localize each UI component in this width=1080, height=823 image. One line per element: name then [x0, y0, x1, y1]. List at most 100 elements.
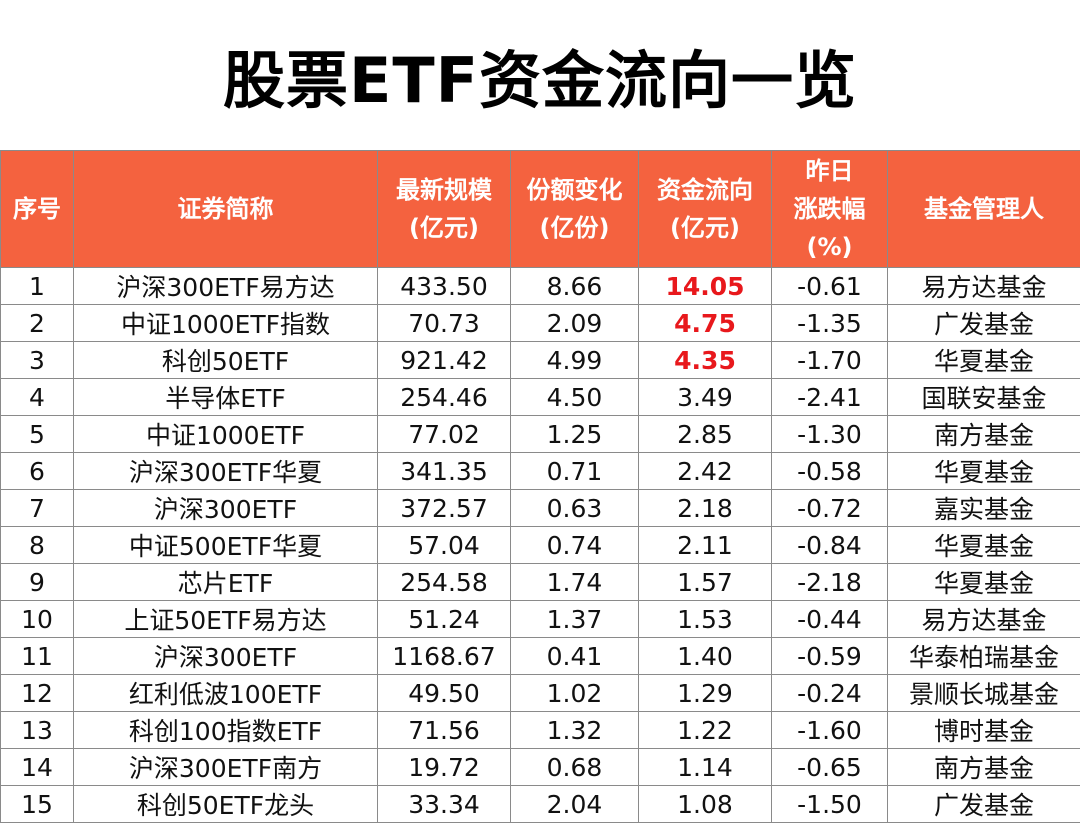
cell-seq: 14	[0, 748, 74, 786]
cell-flow: 1.22	[638, 711, 772, 749]
cell-scale: 372.57	[377, 489, 511, 527]
cell-manager: 易方达基金	[887, 600, 1080, 638]
cell-seq: 4	[0, 378, 74, 416]
cell-share-change: 8.66	[510, 267, 639, 305]
table-row: 7 沪深300ETF 372.57 0.63 2.18 -0.72 嘉实基金	[0, 489, 1080, 527]
cell-manager: 华夏基金	[887, 526, 1080, 564]
cell-seq: 15	[0, 785, 74, 823]
cell-flow: 14.05	[638, 267, 772, 305]
cell-share-change: 1.25	[510, 415, 639, 453]
cell-seq: 6	[0, 452, 74, 490]
table-row: 9 芯片ETF 254.58 1.74 1.57 -2.18 华夏基金	[0, 563, 1080, 601]
cell-manager: 华夏基金	[887, 563, 1080, 601]
cell-share-change: 1.02	[510, 674, 639, 712]
cell-share-change: 2.04	[510, 785, 639, 823]
header-flow-line2: (亿元)	[670, 214, 740, 242]
table-row: 10 上证50ETF易方达 51.24 1.37 1.53 -0.44 易方达基金	[0, 600, 1080, 638]
cell-manager: 嘉实基金	[887, 489, 1080, 527]
table-row: 2 中证1000ETF指数 70.73 2.09 4.75 -1.35 广发基金	[0, 304, 1080, 342]
cell-change: -0.44	[771, 600, 888, 638]
cell-scale: 921.42	[377, 341, 511, 379]
cell-change: -0.58	[771, 452, 888, 490]
cell-share-change: 1.37	[510, 600, 639, 638]
cell-flow: 1.53	[638, 600, 772, 638]
header-name-label: 证券简称	[177, 195, 274, 223]
cell-name: 沪深300ETF南方	[73, 748, 378, 786]
table-header: 序号 证券简称 最新规模 (亿元) 份额变化 (亿份) 资金流向 (亿元) 昨日 涨跌幅…	[0, 150, 1080, 268]
cell-manager: 广发基金	[887, 785, 1080, 823]
cell-scale: 77.02	[377, 415, 511, 453]
table-row: 6 沪深300ETF华夏 341.35 0.71 2.42 -0.58 华夏基金	[0, 452, 1080, 490]
table-row: 12 红利低波100ETF 49.50 1.02 1.29 -0.24 景顺长城基金	[0, 674, 1080, 712]
cell-flow: 1.40	[638, 637, 772, 675]
cell-name: 沪深300ETF易方达	[73, 267, 378, 305]
cell-flow: 2.11	[638, 526, 772, 564]
cell-share-change: 0.71	[510, 452, 639, 490]
header-seq: 序号	[0, 150, 74, 268]
cell-seq: 13	[0, 711, 74, 749]
etf-flow-table: 序号 证券简称 最新规模 (亿元) 份额变化 (亿份) 资金流向 (亿元) 昨日 涨跌幅…	[0, 150, 1080, 823]
header-flow-line1: 资金流向	[657, 176, 753, 204]
header-name: 证券简称	[73, 150, 378, 268]
header-manager-label: 基金管理人	[924, 195, 1044, 223]
cell-name: 中证1000ETF指数	[73, 304, 378, 342]
cell-scale: 49.50	[377, 674, 511, 712]
cell-change: -1.70	[771, 341, 888, 379]
cell-flow: 1.57	[638, 563, 772, 601]
table-row: 3 科创50ETF 921.42 4.99 4.35 -1.70 华夏基金	[0, 341, 1080, 379]
cell-manager: 景顺长城基金	[887, 674, 1080, 712]
cell-manager: 南方基金	[887, 748, 1080, 786]
header-share-change: 份额变化 (亿份)	[510, 150, 639, 268]
cell-flow: 3.49	[638, 378, 772, 416]
cell-name: 沪深300ETF	[73, 489, 378, 527]
cell-share-change: 0.68	[510, 748, 639, 786]
header-change: 昨日涨跌幅 (%)	[771, 150, 888, 268]
cell-flow: 1.29	[638, 674, 772, 712]
cell-flow: 4.75	[638, 304, 772, 342]
cell-share-change: 1.32	[510, 711, 639, 749]
cell-change: -0.24	[771, 674, 888, 712]
table-row: 8 中证500ETF华夏 57.04 0.74 2.11 -0.84 华夏基金	[0, 526, 1080, 564]
cell-name: 沪深300ETF	[73, 637, 378, 675]
cell-scale: 51.24	[377, 600, 511, 638]
cell-scale: 1168.67	[377, 637, 511, 675]
cell-change: -2.18	[771, 563, 888, 601]
table-row: 11 沪深300ETF 1168.67 0.41 1.40 -0.59 华泰柏瑞基金	[0, 637, 1080, 675]
cell-scale: 57.04	[377, 526, 511, 564]
cell-change: -0.59	[771, 637, 888, 675]
table-body: 1 沪深300ETF易方达 433.50 8.66 14.05 -0.61 易方达基金 2 中证…	[0, 267, 1080, 823]
cell-manager: 国联安基金	[887, 378, 1080, 416]
cell-name: 红利低波100ETF	[73, 674, 378, 712]
cell-flow: 1.08	[638, 785, 772, 823]
cell-manager: 博时基金	[887, 711, 1080, 749]
cell-seq: 11	[0, 637, 74, 675]
cell-change: -1.30	[771, 415, 888, 453]
cell-manager: 华泰柏瑞基金	[887, 637, 1080, 675]
cell-share-change: 1.74	[510, 563, 639, 601]
cell-manager: 易方达基金	[887, 267, 1080, 305]
header-manager: 基金管理人	[887, 150, 1080, 268]
cell-seq: 1	[0, 267, 74, 305]
cell-share-change: 4.99	[510, 341, 639, 379]
cell-seq: 12	[0, 674, 74, 712]
cell-share-change: 0.63	[510, 489, 639, 527]
cell-seq: 5	[0, 415, 74, 453]
cell-name: 芯片ETF	[73, 563, 378, 601]
header-seq-label: 序号	[13, 195, 61, 223]
cell-scale: 433.50	[377, 267, 511, 305]
header-change-line3: (%)	[806, 233, 853, 261]
header-share-line1: 份额变化	[526, 176, 623, 204]
cell-share-change: 0.74	[510, 526, 639, 564]
header-change-line1: 昨日	[805, 157, 854, 185]
header-change-line2: 涨跌幅	[793, 195, 866, 223]
cell-manager: 广发基金	[887, 304, 1080, 342]
table-row: 13 科创100指数ETF 71.56 1.32 1.22 -1.60 博时基金	[0, 711, 1080, 749]
table-row: 1 沪深300ETF易方达 433.50 8.66 14.05 -0.61 易方达基金	[0, 267, 1080, 305]
table-row: 5 中证1000ETF 77.02 1.25 2.85 -1.30 南方基金	[0, 415, 1080, 453]
page-title: 股票ETF资金流向一览	[223, 44, 857, 117]
header-share-line2: (亿份)	[539, 214, 610, 242]
table-row: 14 沪深300ETF南方 19.72 0.68 1.14 -0.65 南方基金	[0, 748, 1080, 786]
cell-seq: 8	[0, 526, 74, 564]
cell-share-change: 2.09	[510, 304, 639, 342]
cell-name: 中证1000ETF	[73, 415, 378, 453]
